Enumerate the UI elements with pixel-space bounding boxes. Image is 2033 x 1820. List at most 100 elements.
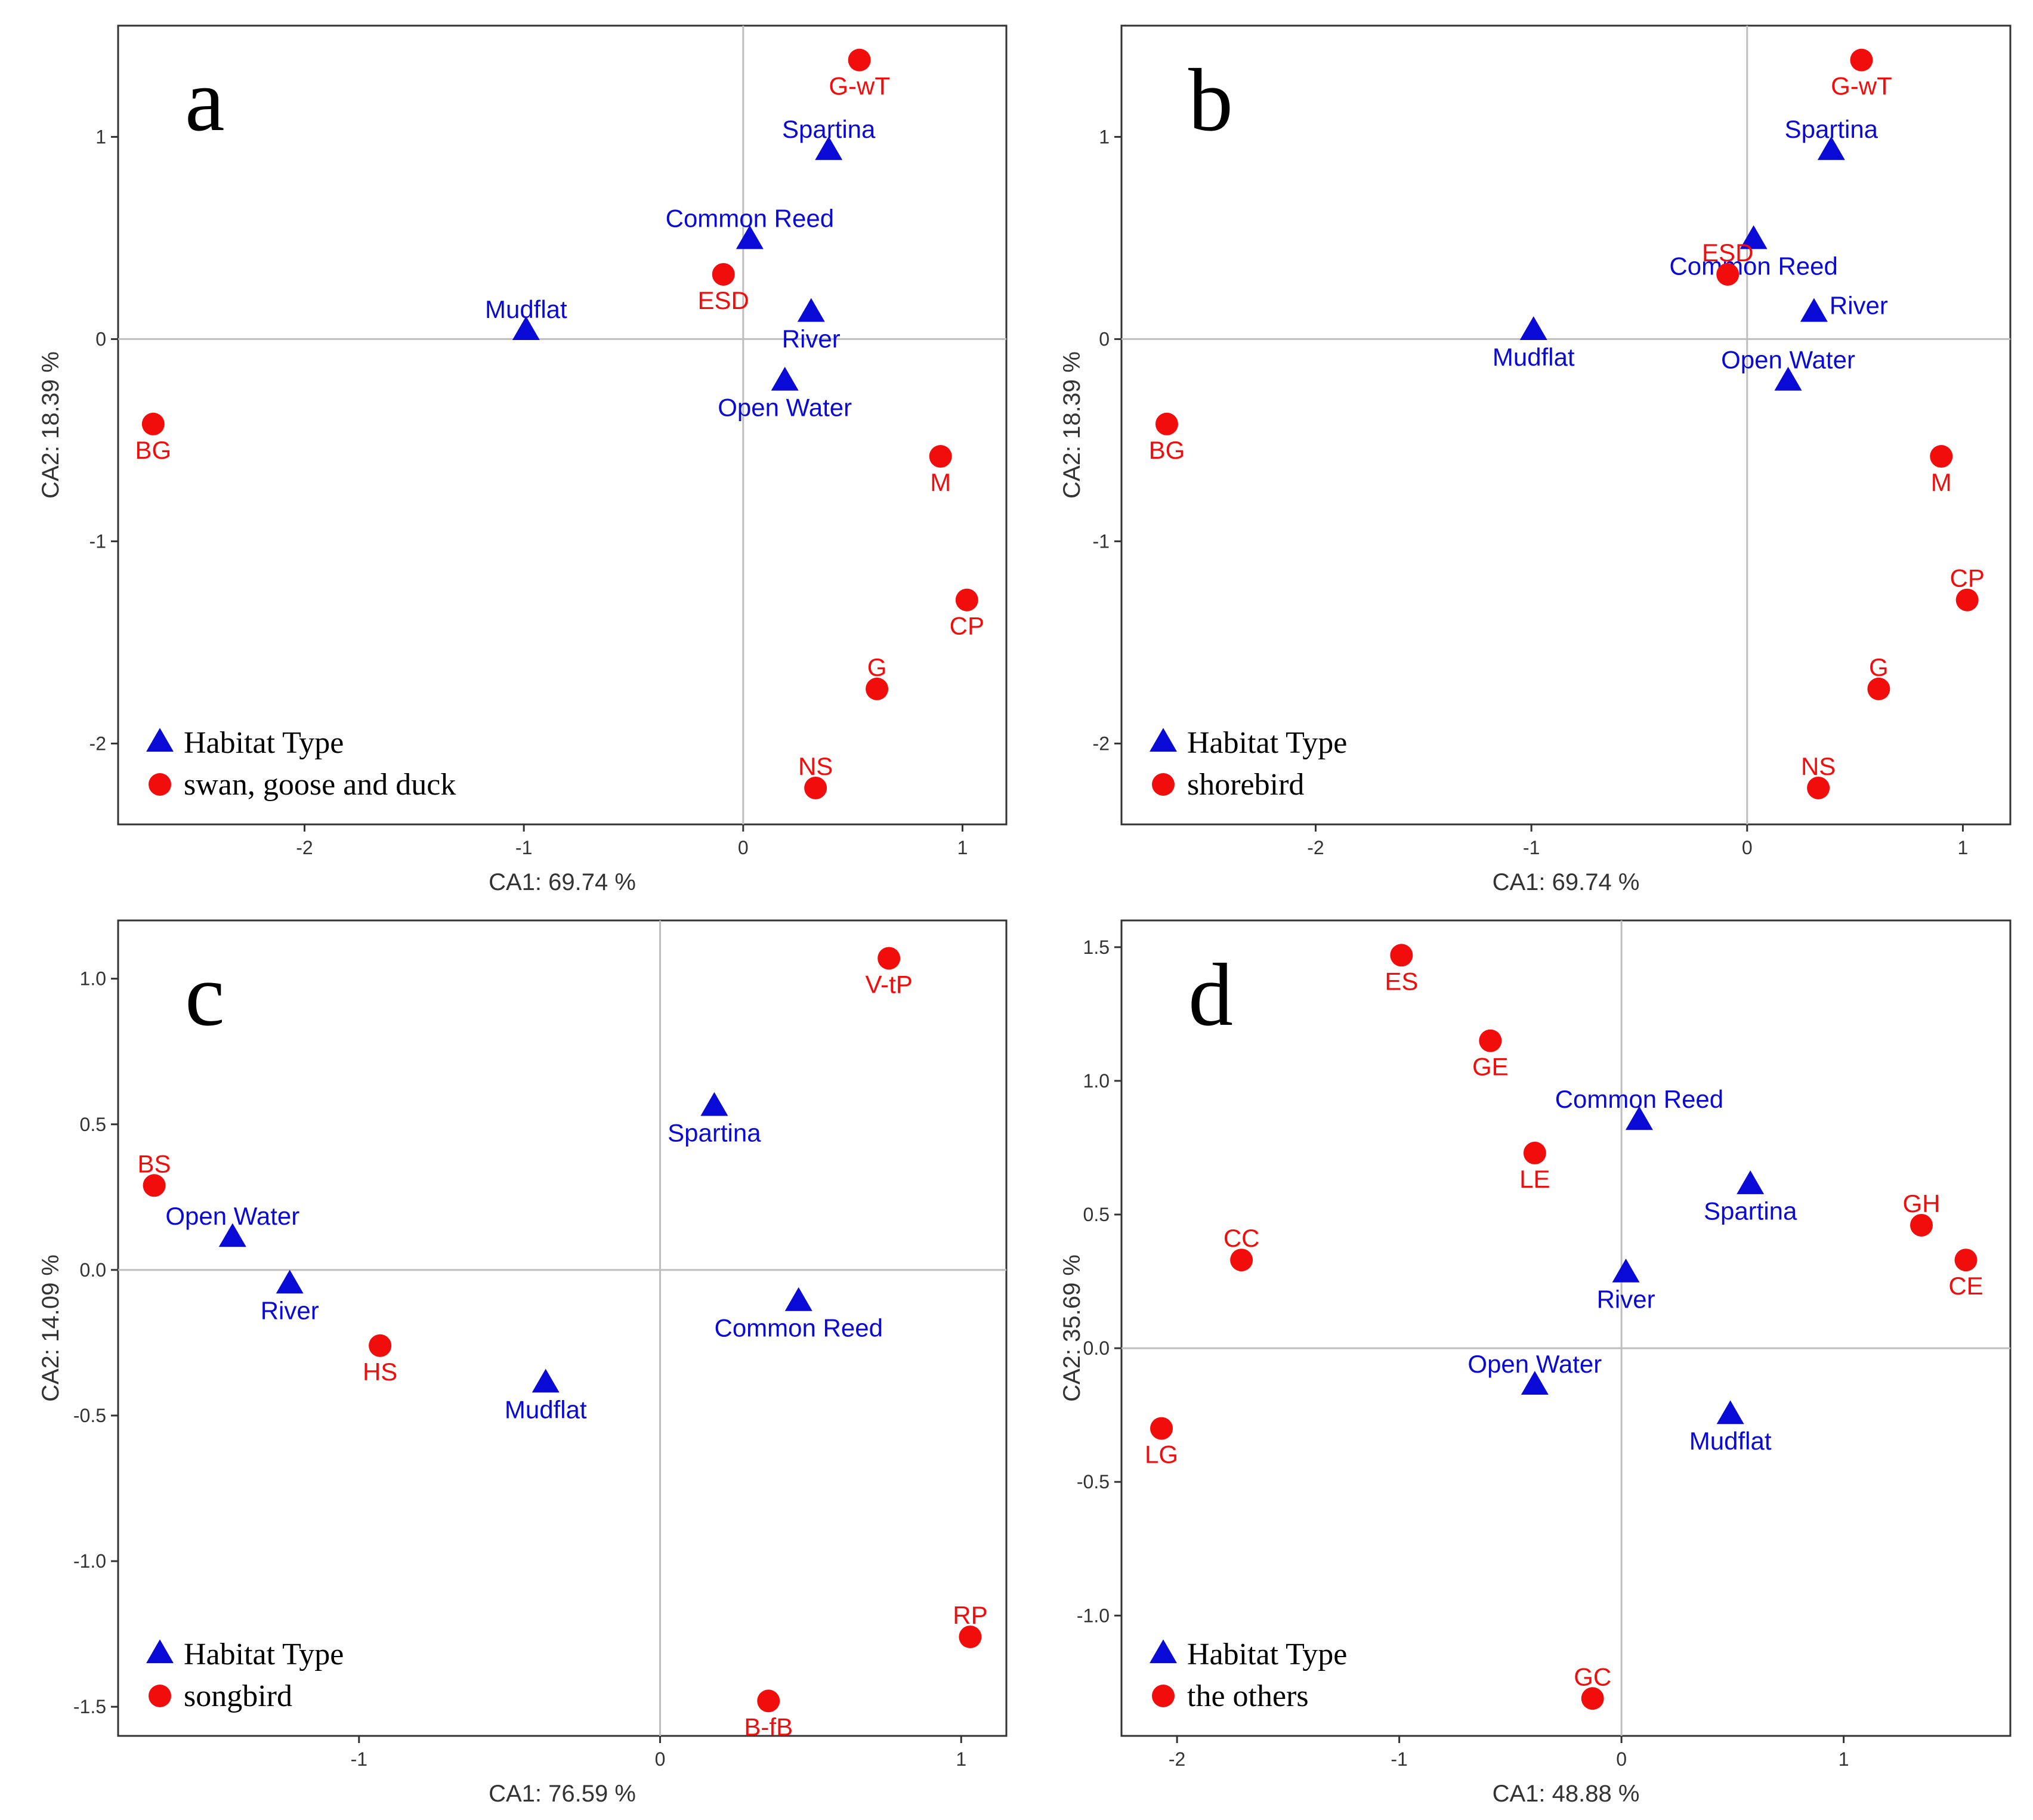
habitat-triangle-marker [797, 298, 825, 322]
habitat-triangle-marker [532, 1368, 560, 1393]
y-axis-title: CA2: 35.69 % [1059, 1254, 1085, 1402]
bird-circle-marker [1716, 262, 1740, 286]
y-tick-label: -1.0 [1077, 1605, 1110, 1626]
y-tick-label: 1 [1099, 126, 1110, 147]
point-label: Common Reed [1555, 1085, 1723, 1113]
point-label: NS [798, 752, 833, 780]
bird-circle-marker [1155, 412, 1178, 435]
habitat-triangle-marker [1519, 316, 1547, 341]
point-label: LE [1519, 1165, 1550, 1193]
x-tick-label: 0 [738, 837, 749, 858]
habitat-triangle-marker [736, 225, 764, 249]
point-label: LG [1145, 1441, 1178, 1469]
x-tick-label: 1 [957, 837, 968, 858]
y-tick-label: 0.5 [1083, 1204, 1110, 1225]
point-label: Mudflat [1689, 1427, 1772, 1455]
point-label: River [782, 325, 841, 353]
point-label: River [1597, 1286, 1655, 1314]
point-label: G-wT [829, 72, 890, 100]
x-tick-label: 0 [1616, 1748, 1627, 1770]
x-tick-label: 1 [956, 1748, 966, 1770]
bird-circle-marker [1230, 1249, 1253, 1272]
panel-c: -1 0 1 -1.5 -1.0 -0.5 0.0 0.5 1.0 CA1: 76.59 % CA2… [38, 919, 1008, 1807]
bird-circle-marker [959, 1626, 982, 1649]
habitat-triangle-marker [1716, 1400, 1744, 1425]
bird-circle-marker [878, 947, 901, 970]
legend-triangle-icon [146, 728, 174, 752]
y-tick-label: 1 [95, 126, 106, 147]
x-tick-label: -1 [515, 837, 532, 858]
habitat-triangle-marker [1817, 136, 1845, 160]
bird-circle-marker [866, 677, 889, 700]
panel-d: -2 -1 0 1 -1.0 -0.5 0.0 0.5 1.0 1.5 CA1: 48.88 % CA… [1059, 919, 2012, 1807]
habitat-triangle-marker [815, 136, 843, 160]
legend-label-bird-group: swan, goose and duck [184, 768, 456, 802]
y-tick-label: -1 [1093, 530, 1110, 552]
point-label: G [1869, 653, 1889, 681]
point-label: ES [1385, 967, 1418, 995]
point-label: CC [1223, 1224, 1260, 1252]
bird-circle-marker [848, 48, 871, 72]
y-tick-label: -0.5 [1077, 1471, 1110, 1493]
habitat-triangle-marker [512, 316, 540, 341]
legend-circle-icon [1152, 1685, 1175, 1707]
point-label: G-wT [1831, 72, 1892, 100]
legend-circle-icon [149, 1685, 171, 1707]
x-tick-label: -1 [351, 1748, 367, 1770]
legend-label-bird-group: songbird [184, 1679, 292, 1713]
legend-label-habitat: Habitat Type [1187, 726, 1347, 760]
point-label: Common Reed [714, 1314, 882, 1342]
bird-circle-marker [1479, 1029, 1502, 1052]
bird-circle-marker [1850, 48, 1873, 72]
y-tick-label: 1.0 [1083, 1070, 1110, 1092]
bird-circle-marker [804, 776, 827, 799]
legend-label-habitat: Habitat Type [184, 1637, 344, 1671]
panel-a: -2 -1 0 1 -2 -1 0 1 CA1: 69.74 % CA2: 18.39 % a Spa… [38, 24, 1008, 895]
point-label: HS [363, 1358, 397, 1386]
panel-letter: d [1188, 945, 1233, 1045]
y-tick-label: -1.0 [73, 1550, 106, 1572]
panel-letter: b [1188, 51, 1233, 150]
panel-letter: c [185, 945, 225, 1045]
plot-frame [1120, 24, 2012, 826]
legend-label-habitat: Habitat Type [184, 726, 344, 760]
y-axis-title: CA2: 18.39 % [38, 351, 64, 499]
bird-circle-marker [141, 412, 165, 435]
y-axis-title: CA2: 14.09 % [38, 1254, 64, 1402]
habitat-triangle-marker [784, 1287, 812, 1311]
x-axis-title: CA1: 69.74 % [489, 869, 636, 895]
point-label: V-tP [865, 970, 912, 998]
bird-circle-marker [143, 1174, 166, 1197]
point-label: NS [1801, 752, 1836, 780]
habitat-triangle-marker [771, 366, 799, 391]
bird-circle-marker [955, 588, 978, 611]
legend-label-bird-group: the others [1187, 1679, 1309, 1713]
point-label: Mudflat [1493, 343, 1575, 371]
bird-circle-marker [1807, 776, 1830, 799]
legend-circle-icon [1152, 773, 1175, 796]
point-label: ESD [698, 286, 749, 314]
panel-b: -2 -1 0 1 -2 -1 0 1 CA1: 69.74 % CA2: 18.39 % b Spa… [1059, 24, 2012, 895]
point-label: River [1830, 291, 1888, 319]
point-label: Spartina [1704, 1197, 1797, 1225]
bird-circle-marker [1910, 1213, 1933, 1237]
point-label: Spartina [1785, 115, 1878, 143]
legend-label-bird-group: shorebird [1187, 768, 1304, 802]
point-label: BG [135, 436, 171, 464]
x-axis-title: CA1: 48.88 % [1493, 1781, 1640, 1807]
bird-circle-marker [1150, 1417, 1173, 1440]
x-tick-label: 0 [655, 1748, 666, 1770]
x-tick-label: 1 [1839, 1748, 1849, 1770]
point-label: Open Water [165, 1202, 299, 1230]
point-label: Common Reed [666, 204, 834, 232]
point-label: Spartina [668, 1118, 761, 1147]
point-label: BG [1149, 436, 1185, 464]
y-tick-label: 1.0 [80, 968, 106, 990]
point-label: Open Water [718, 394, 852, 422]
y-tick-label: -1.5 [73, 1696, 106, 1717]
bird-circle-marker [929, 445, 952, 468]
bird-circle-marker [1954, 1249, 1978, 1272]
y-tick-label: 0 [1099, 328, 1110, 350]
x-axis-title: CA1: 69.74 % [1493, 869, 1640, 895]
x-tick-label: -2 [1307, 837, 1324, 858]
